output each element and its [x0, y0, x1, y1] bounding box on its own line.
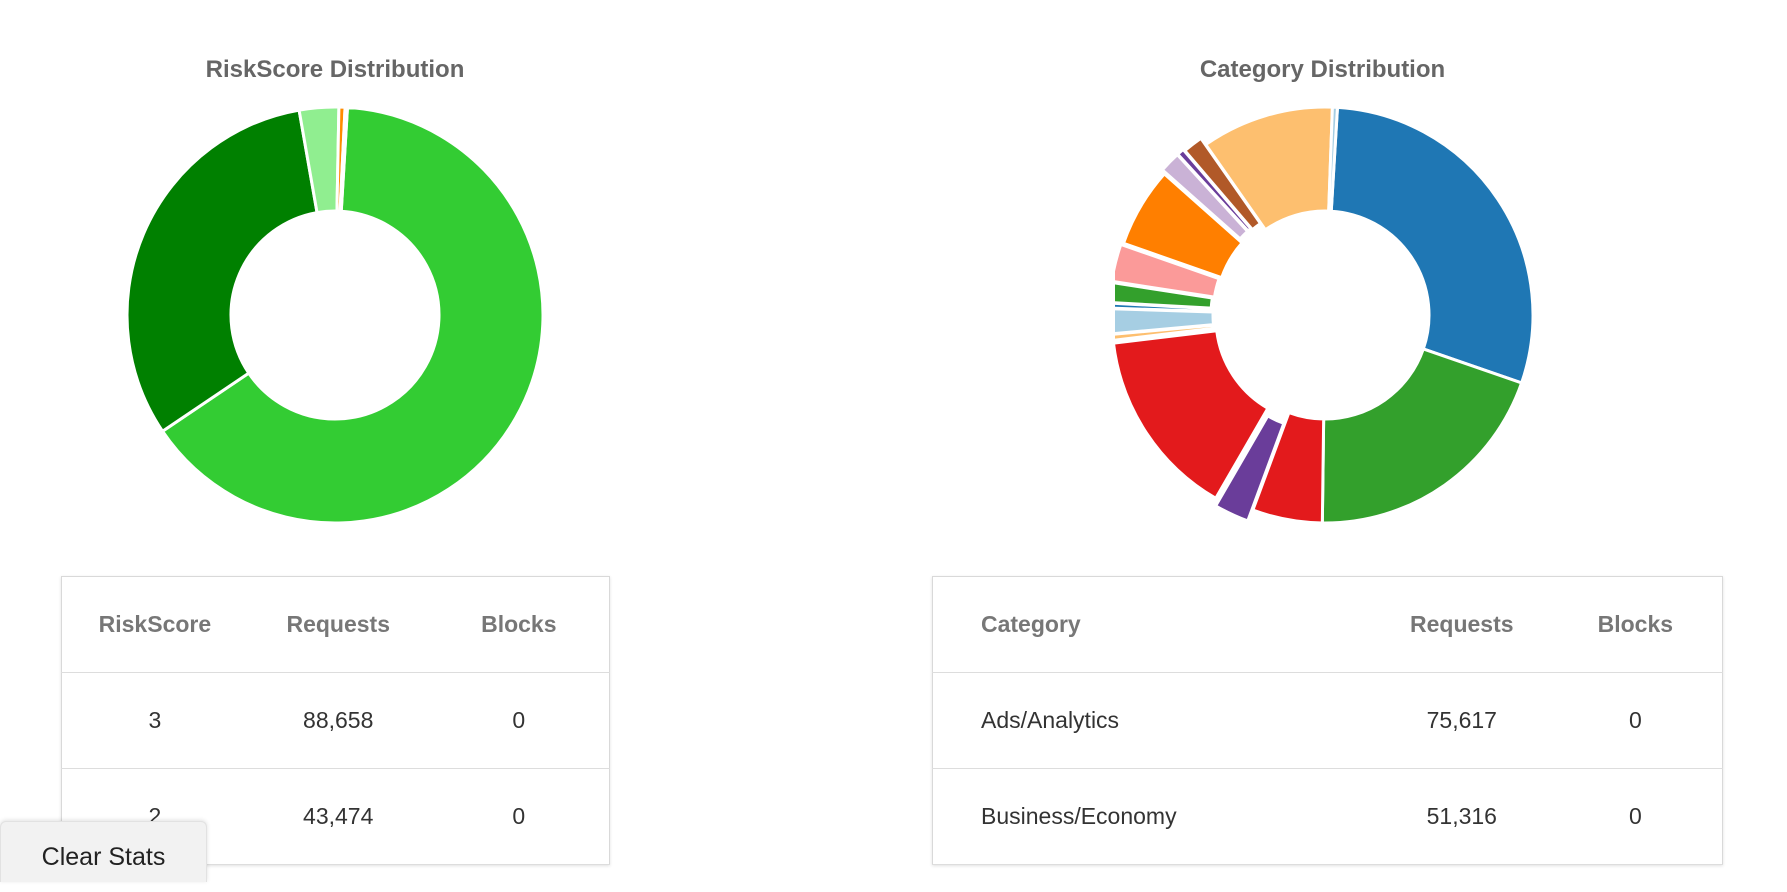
- risk-score-panel: RiskScore Distribution RiskScore Request…: [0, 0, 700, 869]
- donut-slice[interactable]: [338, 105, 350, 213]
- category-chart-title: Category Distribution: [1199, 56, 1446, 83]
- blocks-cell: 0: [1548, 768, 1723, 865]
- requests-cell: 88,658: [247, 672, 429, 769]
- requests-cell: 43,474: [247, 768, 429, 865]
- risk-score-table: RiskScore Requests Blocks 3 88,658 0 2 4…: [61, 576, 610, 865]
- donut-slice[interactable]: [1327, 105, 1340, 213]
- riskscore-cell: 3: [61, 672, 248, 769]
- donut-slice[interactable]: [1213, 413, 1286, 523]
- header-blocks[interactable]: Blocks: [1548, 576, 1723, 673]
- donut-slice[interactable]: [1329, 105, 1535, 385]
- header-riskscore[interactable]: RiskScore: [61, 576, 248, 673]
- donut-slice[interactable]: [160, 105, 545, 525]
- donut-slice[interactable]: [1115, 242, 1221, 299]
- category-table: Category Requests Blocks Ads/Analytics 7…: [932, 576, 1723, 865]
- table-header-row: Category Requests Blocks: [932, 576, 1723, 673]
- risk-chart-title: RiskScore Distribution: [205, 56, 465, 83]
- category-donut-chart: [1115, 105, 1535, 525]
- blocks-cell: 0: [428, 768, 610, 865]
- table-row: Business/Economy 51,316 0: [932, 768, 1723, 865]
- risk-donut-chart: [125, 105, 545, 525]
- category-cell: Ads/Analytics: [932, 672, 1375, 769]
- header-requests[interactable]: Requests: [247, 576, 429, 673]
- category-cell: Business/Economy: [932, 768, 1375, 865]
- donut-slice[interactable]: [1320, 347, 1524, 525]
- table-row: 3 88,658 0: [61, 672, 610, 769]
- donut-slice[interactable]: [1121, 171, 1245, 280]
- header-category[interactable]: Category: [932, 576, 1375, 673]
- blocks-cell: 0: [428, 672, 610, 769]
- requests-cell: 75,617: [1374, 672, 1549, 769]
- category-panel: Category Distribution Category Requests …: [880, 0, 1787, 869]
- donut-slice[interactable]: [1115, 329, 1270, 501]
- donut-slice[interactable]: [125, 108, 319, 434]
- table-row: Ads/Analytics 75,617 0: [932, 672, 1723, 769]
- header-requests[interactable]: Requests: [1374, 576, 1549, 673]
- blocks-cell: 0: [1548, 672, 1723, 769]
- clear-stats-button[interactable]: Clear Stats: [0, 821, 207, 882]
- header-blocks[interactable]: Blocks: [428, 576, 610, 673]
- table-header-row: RiskScore Requests Blocks: [61, 576, 610, 673]
- requests-cell: 51,316: [1374, 768, 1549, 865]
